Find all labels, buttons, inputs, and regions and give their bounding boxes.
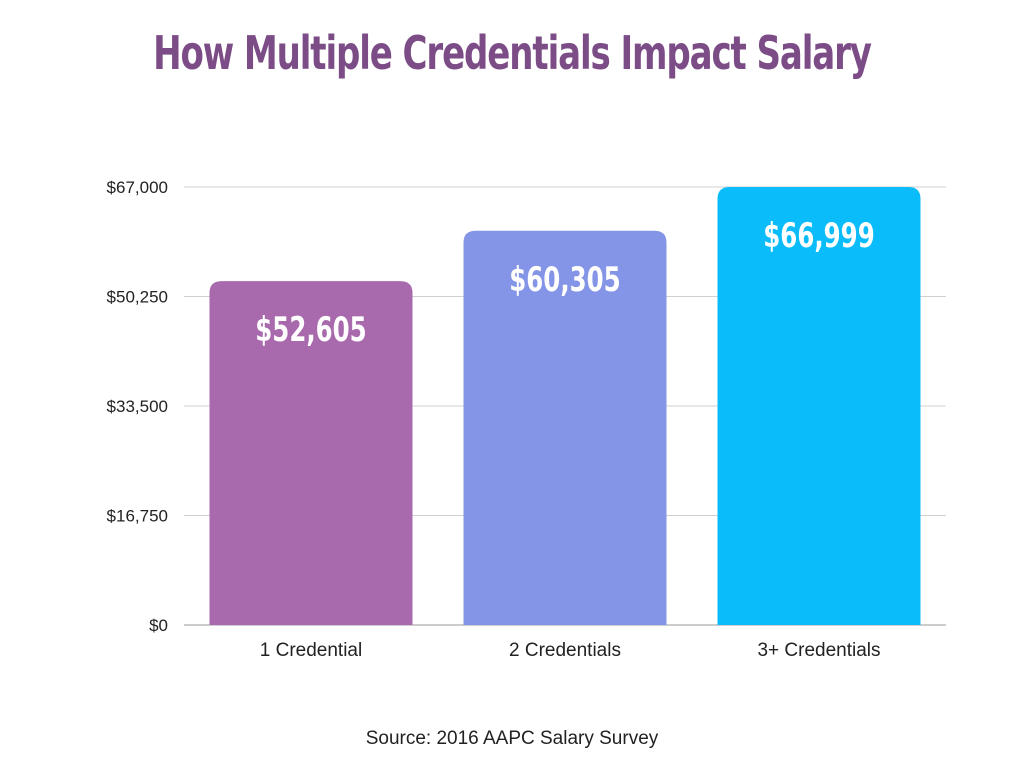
value-labels: $52,605 $60,305 $66,999	[255, 216, 874, 349]
bar	[209, 281, 413, 625]
y-tick-label: $0	[149, 616, 168, 635]
x-axis-categories: 1 Credential 2 Credentials 3+ Credentials	[260, 640, 881, 661]
y-tick-label: $33,500	[107, 397, 168, 416]
bars	[209, 187, 921, 625]
source-note: Source: 2016 AAPC Salary Survey	[365, 728, 659, 749]
x-category-label: 2 Credentials	[509, 640, 621, 661]
y-tick-label: $50,250	[107, 288, 168, 307]
x-category-label: 3+ Credentials	[757, 640, 880, 661]
y-axis-ticks: $0 $16,750 $33,500 $50,250 $67,000	[107, 178, 168, 635]
y-tick-label: $16,750	[107, 507, 168, 526]
bar	[717, 187, 921, 625]
bar-value-label: $66,999	[763, 216, 874, 255]
bar-value-label: $52,605	[255, 310, 366, 349]
bar	[463, 230, 667, 625]
bar-value-label: $60,305	[509, 260, 620, 299]
x-category-label: 1 Credential	[260, 640, 362, 661]
chart-title: How Multiple Credentials Impact Salary	[153, 26, 872, 80]
y-tick-label: $67,000	[107, 178, 168, 197]
